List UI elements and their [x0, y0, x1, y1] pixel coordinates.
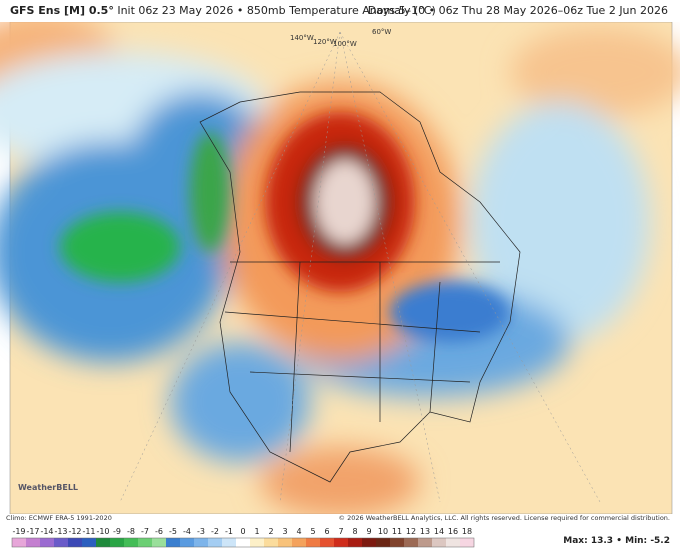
colorbar-swatch [110, 538, 124, 547]
colorbar-swatch [40, 538, 54, 547]
colorbar-label: -17 [26, 527, 39, 536]
lon-label: 120°W [313, 38, 337, 46]
colorbar-swatch [376, 538, 390, 547]
colorbar-swatch [320, 538, 334, 547]
init-info: Init 06z 23 May 2026 • 850mb Temperature… [117, 4, 436, 17]
colorbar-label: 12 [406, 527, 416, 536]
colorbar-swatch [208, 538, 222, 547]
colorbar-label: -14 [40, 527, 53, 536]
map: 140°W 120°W 100°W 60°W WeatherBELL [0, 22, 680, 514]
colorbar-swatch [348, 538, 362, 547]
colorbar-swatch [236, 538, 250, 547]
colorbar-label: 6 [324, 527, 329, 536]
colorbar-swatch [194, 538, 208, 547]
colorbar-label: 14 [434, 527, 444, 536]
colorbar-label: 18 [462, 527, 472, 536]
colorbar-label: 2 [268, 527, 273, 536]
header-left: GFS Ens [M] 0.5° Init 06z 23 May 2026 • … [10, 4, 436, 17]
colorbar-swatch [432, 538, 446, 547]
colorbar-label: -1 [225, 527, 233, 536]
colorbar: -19 -17 -14 -13 -12 -11 -10 -9 -8 -7 -6 -5 -4 -3 -2 -1 0… [11, 527, 475, 548]
colorbar-label: 10 [378, 527, 388, 536]
max-min: Max: 13.3 • Min: -5.2 [563, 536, 670, 546]
colorbar-label: -8 [127, 527, 135, 536]
colorbar-swatch [306, 538, 320, 547]
colorbar-swatch [96, 538, 110, 547]
separator: • [616, 536, 622, 546]
colorbar-label: 11 [392, 527, 402, 536]
colorbar-swatch [12, 538, 26, 547]
colorbar-swatch [418, 538, 432, 547]
colorbar-swatch [166, 538, 180, 547]
colorbar-label: -9 [113, 527, 121, 536]
min-value: -5.2 [650, 536, 670, 546]
colorbar-swatch [460, 538, 474, 547]
min-label: Min: [625, 536, 648, 546]
colorbar-swatch [390, 538, 404, 547]
colorbar-swatch [334, 538, 348, 547]
colorbar-label: 0 [240, 527, 245, 536]
colorbar-label: -4 [183, 527, 191, 536]
colorbar-label: -2 [211, 527, 219, 536]
model-name: GFS Ens [M] 0.5° [10, 4, 114, 17]
colorbar-swatch [404, 538, 418, 547]
colorbar-swatch [26, 538, 40, 547]
colorbar-swatch [152, 538, 166, 547]
colorbar-swatch [54, 538, 68, 547]
max-value: 13.3 [590, 536, 614, 546]
colorbar-label: -12 [68, 527, 81, 536]
colorbar-label: -7 [141, 527, 149, 536]
copyright: © 2026 WeatherBELL Analytics, LLC. All r… [338, 514, 670, 522]
colorbar-swatch [124, 538, 138, 547]
colorbar-swatch [446, 538, 460, 547]
lon-label: 100°W [333, 40, 357, 48]
lon-label: 60°W [372, 28, 391, 36]
colorbar-label: -6 [155, 527, 163, 536]
colorbar-swatch [250, 538, 264, 547]
colorbar-frame [11, 537, 475, 548]
header-right: Days 5–10 • 06z Thu 28 May 2026–06z Tue … [367, 4, 668, 17]
max-label: Max: [563, 536, 588, 546]
colorbar-swatch [264, 538, 278, 547]
colorbar-label: -19 [12, 527, 25, 536]
colorbar-label: 5 [310, 527, 315, 536]
colorbar-label: 16 [448, 527, 458, 536]
colorbar-swatch [278, 538, 292, 547]
logo: WeatherBELL [18, 483, 78, 492]
colorbar-label: -10 [96, 527, 109, 536]
colorbar-label: 3 [282, 527, 287, 536]
colorbar-label: -3 [197, 527, 205, 536]
colorbar-label: 13 [420, 527, 430, 536]
colorbar-label: -5 [169, 527, 177, 536]
colorbar-label: 8 [352, 527, 357, 536]
lon-label: 140°W [290, 34, 314, 42]
colorbar-label: 4 [296, 527, 301, 536]
colorbar-swatch [292, 538, 306, 547]
colorbar-swatch [82, 538, 96, 547]
climo-note: Climo: ECMWF ERA-5 1991-2020 [6, 514, 112, 522]
colorbar-label: -13 [54, 527, 67, 536]
colorbar-swatch [180, 538, 194, 547]
colorbar-swatch [68, 538, 82, 547]
colorbar-label: 7 [338, 527, 343, 536]
colorbar-swatch [138, 538, 152, 547]
colorbar-swatch [362, 538, 376, 547]
colorbar-label: -11 [82, 527, 95, 536]
colorbar-label: 9 [366, 527, 371, 536]
colorbar-swatch [222, 538, 236, 547]
colorbar-label: 1 [254, 527, 259, 536]
